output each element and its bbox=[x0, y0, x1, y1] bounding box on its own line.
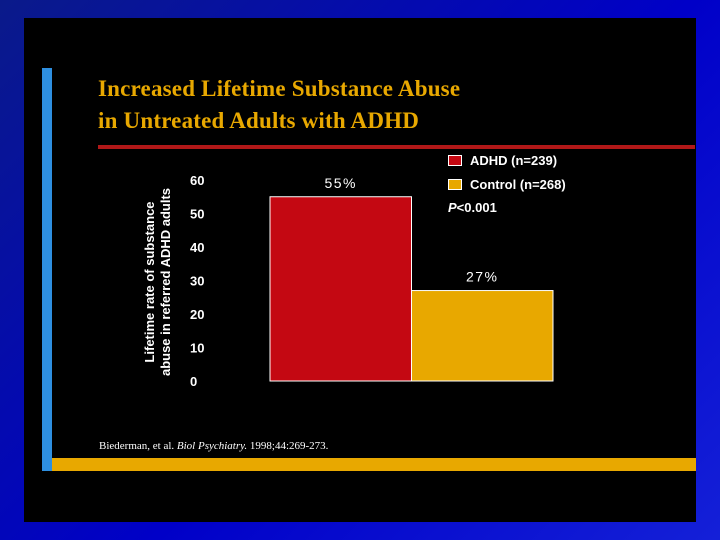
p-value-text: <0.001 bbox=[456, 200, 497, 215]
bar-adhd bbox=[269, 196, 412, 382]
y-tick-label-0: 0 bbox=[190, 374, 197, 389]
legend-label-control: Control (n=268) bbox=[470, 176, 566, 192]
chart-title-line-2: in Untreated Adults with ADHD bbox=[98, 108, 420, 133]
bottom-accent-bar bbox=[52, 458, 696, 471]
citation-reference: 1998;44:269-273. bbox=[249, 440, 329, 452]
title-divider bbox=[98, 145, 695, 149]
citation-authors: Biederman, et al. bbox=[99, 440, 175, 452]
legend-swatch-adhd bbox=[448, 154, 462, 166]
p-value-annotation: P<0.001 bbox=[448, 200, 497, 215]
y-tick-label-40: 40 bbox=[190, 240, 204, 255]
data-label-control: 27% bbox=[466, 269, 499, 285]
legend-swatch-control bbox=[448, 178, 462, 190]
y-tick-label-10: 10 bbox=[190, 341, 204, 356]
bar-control bbox=[411, 290, 554, 382]
citation: Biederman, et al. Biol Psychiatry. 1998;… bbox=[99, 440, 328, 452]
legend-label-adhd: ADHD (n=239) bbox=[470, 152, 558, 168]
chart-title-line-1: Increased Lifetime Substance Abuse bbox=[98, 76, 461, 101]
legend-item-control: Control (n=268) bbox=[448, 176, 566, 192]
y-tick-label-30: 30 bbox=[190, 274, 204, 289]
p-value-symbol: P bbox=[448, 200, 457, 215]
y-tick-label-60: 60 bbox=[190, 173, 204, 188]
citation-journal: Biol Psychiatry. bbox=[176, 440, 248, 452]
left-accent-bar bbox=[42, 68, 52, 471]
y-tick-label-50: 50 bbox=[190, 207, 204, 222]
data-label-adhd: 55% bbox=[324, 175, 357, 191]
legend-item-adhd: ADHD (n=239) bbox=[448, 152, 557, 168]
y-tick-label-20: 20 bbox=[190, 307, 204, 322]
